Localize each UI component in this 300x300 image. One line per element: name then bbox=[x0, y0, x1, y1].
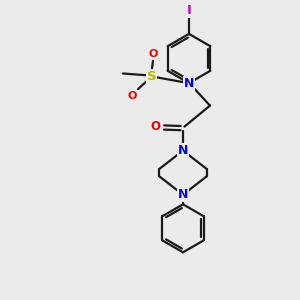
Text: N: N bbox=[184, 76, 194, 90]
Text: O: O bbox=[150, 120, 160, 134]
Text: S: S bbox=[147, 70, 156, 83]
Text: N: N bbox=[178, 188, 188, 201]
Text: I: I bbox=[187, 4, 191, 17]
Text: N: N bbox=[178, 144, 188, 157]
Text: O: O bbox=[148, 49, 158, 59]
Text: O: O bbox=[127, 91, 137, 101]
